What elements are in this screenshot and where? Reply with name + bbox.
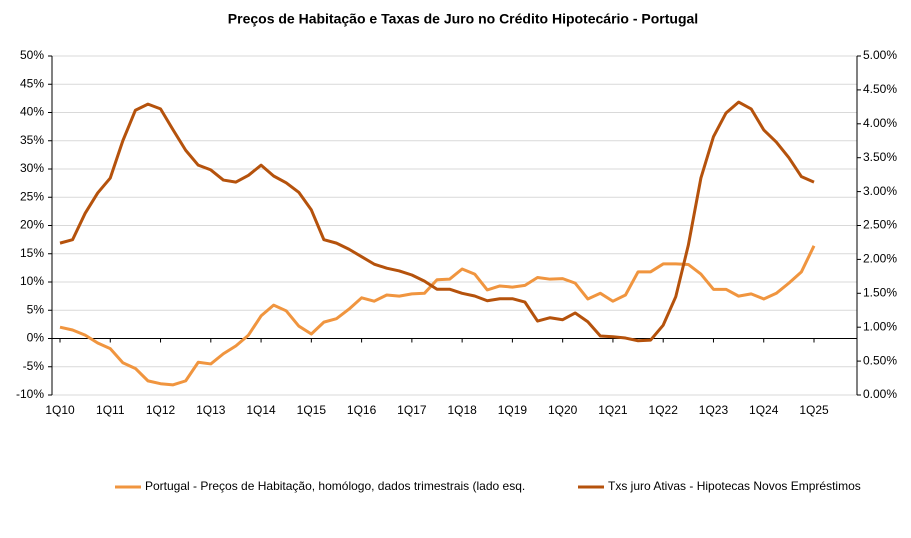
y-tick-label: 0% [27,331,45,345]
y2-tick-label: 4.00% [863,116,897,130]
y-tick-label: 25% [20,189,44,203]
x-tick-label: 1Q12 [146,403,176,417]
y-tick-label: 50% [20,48,44,62]
y2-tick-label: 4.50% [863,82,897,96]
y-tick-label: 5% [27,302,45,316]
y-tick-label: 20% [20,218,44,232]
y2-tick-label: 3.00% [863,184,897,198]
chart-title: Preços de Habitação e Taxas de Juro no C… [228,11,698,27]
x-tick-label: 1Q20 [548,403,578,417]
x-tick-label: 1Q18 [447,403,477,417]
y-tick-label: 45% [20,76,44,90]
y2-tick-label: 1.50% [863,285,897,299]
x-tick-label: 1Q11 [96,403,125,417]
y2-tick-label: 2.50% [863,218,897,232]
legend-label: Portugal - Preços de Habitação, homólogo… [145,479,525,493]
y2-tick-label: 0.50% [863,353,897,367]
x-tick-label: 1Q19 [498,403,528,417]
series-line [59,245,816,387]
x-tick-label: 1Q15 [297,403,327,417]
y-tick-label: 40% [20,105,44,119]
x-tick-label: 1Q16 [347,403,377,417]
y-tick-label: 35% [20,133,44,147]
x-tick-label: 1Q25 [799,403,829,417]
x-tick-label: 1Q23 [699,403,729,417]
y2-tick-label: 2.00% [863,252,897,266]
x-tick-label: 1Q21 [598,403,628,417]
x-tick-label: 1Q22 [649,403,679,417]
x-tick-label: 1Q24 [749,403,779,417]
y-tick-label: 15% [20,246,44,260]
y2-tick-label: 5.00% [863,48,897,62]
x-tick-label: 1Q13 [196,403,226,417]
y2-tick-label: 3.50% [863,150,897,164]
legend-label: Txs juro Ativas - Hipotecas Novos Emprés… [608,479,861,493]
series-line [59,100,815,343]
y-tick-label: -5% [23,359,45,373]
y-tick-label: 30% [20,161,44,175]
x-tick-label: 1Q17 [397,403,427,417]
y-tick-label: -10% [16,387,44,401]
y-tick-label: 10% [20,274,44,288]
y2-tick-label: 1.00% [863,319,897,333]
y2-tick-label: 0.00% [863,387,897,401]
x-tick-label: 1Q14 [246,403,276,417]
x-tick-label: 1Q10 [45,403,75,417]
